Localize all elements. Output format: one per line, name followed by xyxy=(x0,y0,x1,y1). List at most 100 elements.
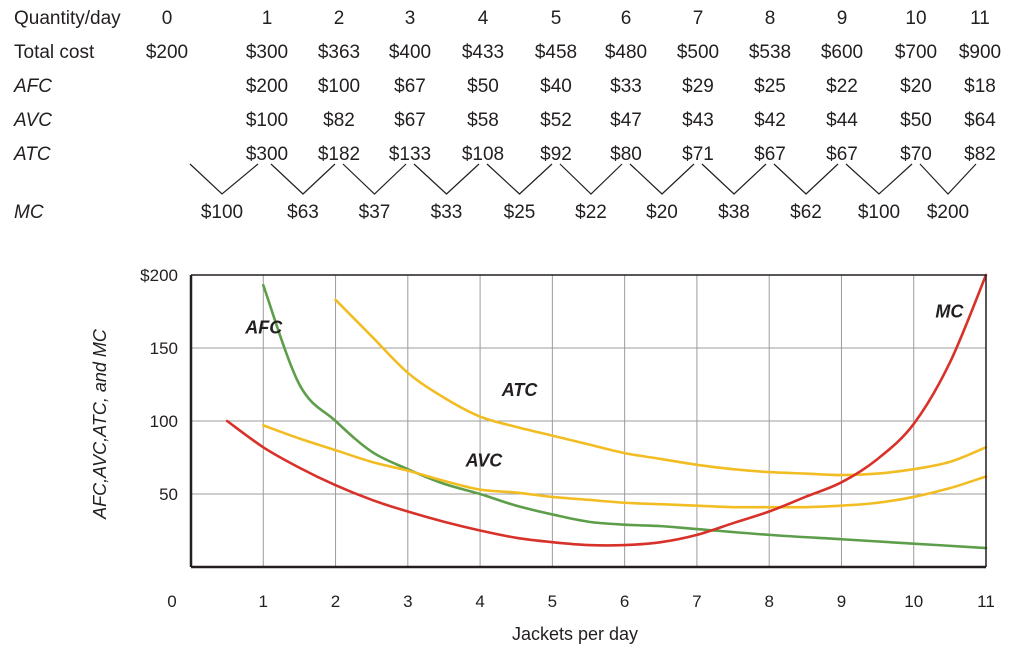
mc-cell: $37 xyxy=(359,202,391,223)
total_cost-cell: $200 xyxy=(146,42,188,63)
mc-connector xyxy=(919,163,977,195)
avc-cell: $100 xyxy=(246,110,288,131)
avc-cell: $52 xyxy=(540,110,572,131)
atc-cell: $300 xyxy=(246,144,288,165)
avc-cell: $42 xyxy=(754,110,786,131)
total_cost-cell: $458 xyxy=(535,42,577,63)
avc-cell: $43 xyxy=(682,110,714,131)
atc-cell: $92 xyxy=(540,144,572,165)
x-tick-label: 9 xyxy=(837,592,846,611)
quantity-cell: 1 xyxy=(262,8,273,29)
mc-connector xyxy=(629,163,695,195)
total_cost-cell: $500 xyxy=(677,42,719,63)
afc-cell: $100 xyxy=(318,76,360,97)
afc-cell: $200 xyxy=(246,76,288,97)
curve-labels: AFC AVC ATC MC xyxy=(244,301,964,470)
afc-cell: $20 xyxy=(900,76,932,97)
avc-row: $100 $82 $67 $58 $52 $47 $43 $42 $44 $50 $64 xyxy=(246,110,996,131)
row-label-afc: AFC xyxy=(13,76,52,97)
y-tick-label: 150 xyxy=(150,339,178,358)
atc-cell: $71 xyxy=(682,144,714,165)
avc-cell: $82 xyxy=(323,110,355,131)
x-tick-label: 0 xyxy=(167,592,176,611)
avc-curve xyxy=(261,424,988,509)
atc-cell: $82 xyxy=(964,144,996,165)
y-tick-labels: 50 100 150 $200 xyxy=(140,266,178,504)
row-label-avc: AVC xyxy=(13,110,52,131)
total_cost-cell: $900 xyxy=(959,42,1001,63)
total_cost-cell: $363 xyxy=(318,42,360,63)
atc-cell: $67 xyxy=(754,144,786,165)
atc-cell: $80 xyxy=(610,144,642,165)
x-tick-label: 1 xyxy=(259,592,268,611)
atc-cell: $182 xyxy=(318,144,360,165)
x-tick-label: 8 xyxy=(764,592,773,611)
total_cost-cell: $480 xyxy=(605,42,647,63)
mc-connector xyxy=(270,163,336,195)
mc-cell: $200 xyxy=(927,202,969,223)
quantity-cell: 6 xyxy=(621,8,632,29)
mc-cell: $100 xyxy=(201,202,243,223)
avc-cell: $50 xyxy=(900,110,932,131)
atc-cell: $70 xyxy=(900,144,932,165)
mc-cell: $100 xyxy=(858,202,900,223)
mc-cell: $22 xyxy=(575,202,607,223)
quantity-row: 0 1 2 3 4 5 6 7 8 9 10 11 xyxy=(162,8,990,29)
row-label-total-cost: Total cost xyxy=(14,42,95,63)
atc-curve-label: ATC xyxy=(501,380,539,400)
mc-cell: $20 xyxy=(646,202,678,223)
atc-curve xyxy=(334,298,988,477)
x-axis-title: Jackets per day xyxy=(512,624,638,644)
x-tick-label: 2 xyxy=(331,592,340,611)
atc-cell: $108 xyxy=(462,144,504,165)
avc-cell: $67 xyxy=(394,110,426,131)
atc-cell: $133 xyxy=(389,144,431,165)
mc-curve xyxy=(225,273,988,547)
total_cost-cell: $600 xyxy=(821,42,863,63)
avc-cell: $64 xyxy=(964,110,996,131)
total_cost-cell: $700 xyxy=(895,42,937,63)
mc-connector xyxy=(773,163,839,195)
atc-cell: $67 xyxy=(826,144,858,165)
x-tick-label: 7 xyxy=(692,592,701,611)
mc-connector xyxy=(413,163,480,195)
afc-curve xyxy=(261,283,988,550)
row-label-mc: MC xyxy=(14,202,44,223)
total_cost-cell: $400 xyxy=(389,42,431,63)
mc-cell: $33 xyxy=(431,202,463,223)
quantity-cell: 10 xyxy=(905,8,926,29)
y-tick-label: 50 xyxy=(159,485,178,504)
mc-curve-label: MC xyxy=(935,301,964,321)
afc-cell: $67 xyxy=(394,76,426,97)
x-tick-label: 6 xyxy=(620,592,629,611)
y-axis-title: AFC,AVC,ATC, and MC xyxy=(90,328,110,520)
y-tick-label: $200 xyxy=(140,266,178,285)
x-tick-label: 5 xyxy=(548,592,557,611)
afc-cell: $40 xyxy=(540,76,572,97)
total_cost-cell: $433 xyxy=(462,42,504,63)
mc-connector xyxy=(342,163,407,195)
afc-cell: $33 xyxy=(610,76,642,97)
mc-cell: $63 xyxy=(287,202,319,223)
y-tick-label: 100 xyxy=(150,412,178,431)
x-tick-label: 4 xyxy=(475,592,484,611)
quantity-cell: 11 xyxy=(970,8,990,29)
x-tick-label: 10 xyxy=(904,592,923,611)
chart-axes xyxy=(189,274,987,569)
quantity-cell: 4 xyxy=(478,8,489,29)
avc-cell: $58 xyxy=(467,110,499,131)
mc-cell: $38 xyxy=(718,202,750,223)
row-label-atc: ATC xyxy=(13,144,51,165)
total_cost-cell: $538 xyxy=(749,42,791,63)
mc-connector xyxy=(845,163,913,195)
x-tick-labels: 0 1 2 3 4 5 6 7 8 9 10 11 xyxy=(167,592,995,611)
avc-cell: $44 xyxy=(826,110,858,131)
x-tick-label: 3 xyxy=(403,592,412,611)
afc-cell: $22 xyxy=(826,76,858,97)
quantity-cell: 5 xyxy=(551,8,562,29)
quantity-cell: 3 xyxy=(405,8,416,29)
mc-cell: $62 xyxy=(790,202,822,223)
quantity-cell: 0 xyxy=(162,8,173,29)
